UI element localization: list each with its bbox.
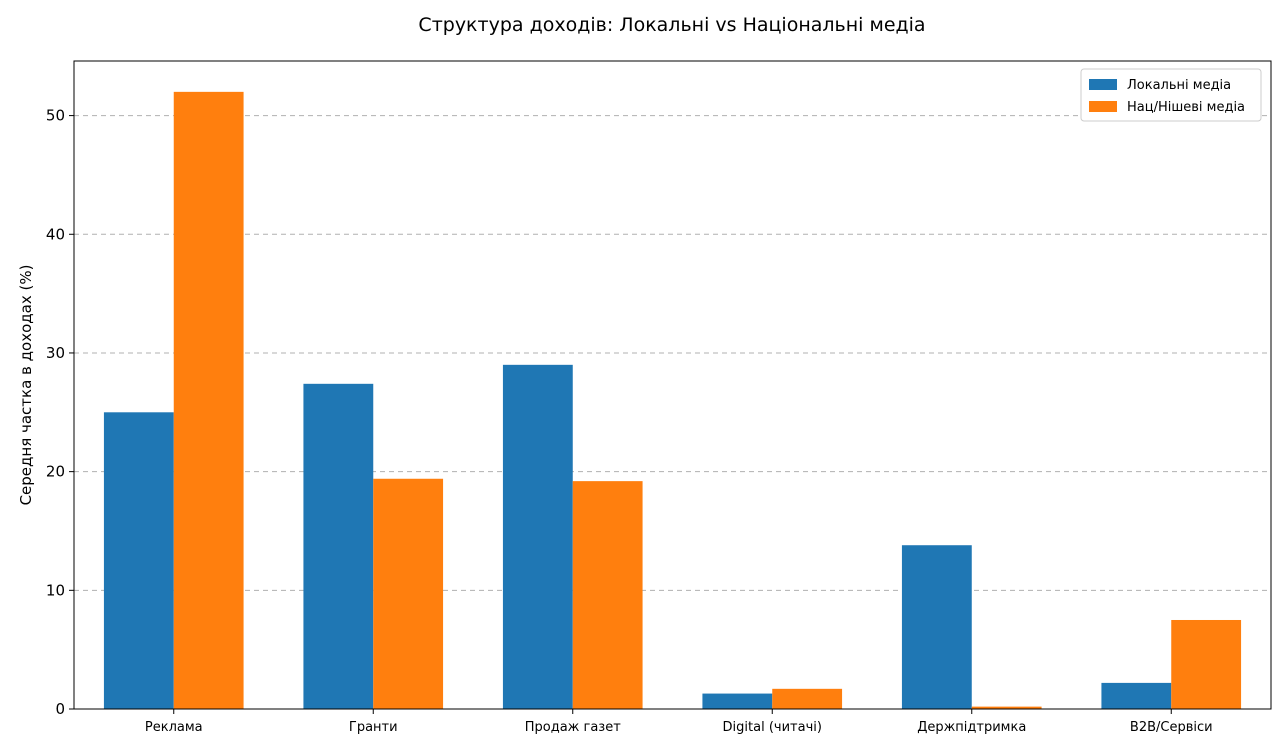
- legend-label-1: Нац/Нішеві медіа: [1127, 100, 1245, 115]
- y-tick-label-1: 10: [46, 581, 65, 599]
- x-tick-label-2: Продаж газет: [525, 720, 621, 735]
- bar-national-1: [373, 478, 444, 709]
- legend-label-0: Локальні медіа: [1127, 78, 1231, 93]
- bar-local-4: [901, 545, 972, 709]
- bar-local-0: [103, 412, 174, 709]
- x-tick-label-1: Гранти: [349, 720, 398, 735]
- legend: Локальні медіа Нац/Нішеві медіа: [1080, 68, 1262, 122]
- y-axis-label: Середня частка в доходах (%): [17, 265, 35, 506]
- y-tick-label-5: 50: [46, 107, 65, 125]
- bar-local-1: [303, 383, 374, 709]
- bar-local-3: [702, 693, 773, 709]
- bar-local-2: [502, 364, 573, 709]
- x-tick-label-5: B2B/Сервіси: [1130, 720, 1213, 735]
- bar-national-5: [1171, 619, 1242, 709]
- bar-national-2: [572, 481, 643, 709]
- plot-frame: [73, 60, 1272, 710]
- bar-national-0: [173, 91, 244, 710]
- bar-national-4: [971, 706, 1042, 709]
- bar-local-5: [1101, 682, 1172, 709]
- y-tick-label-2: 20: [46, 463, 65, 481]
- axis-ticks: 0 10 20 30 40 50 Реклама Гранти Продаж газет Digi…: [46, 107, 1213, 735]
- grid-lines: [74, 115, 1271, 591]
- chart-title: Структура доходів: Локальні vs Національ…: [418, 14, 925, 36]
- y-tick-label-0: 0: [55, 700, 65, 718]
- x-tick-label-0: Реклама: [145, 720, 203, 735]
- y-tick-label-4: 40: [46, 225, 65, 243]
- x-tick-label-4: Держпідтримка: [917, 720, 1026, 735]
- bars: [103, 91, 1242, 710]
- legend-box: [1080, 68, 1262, 122]
- x-tick-label-3: Digital (читачі): [723, 720, 822, 735]
- bar-national-3: [772, 688, 843, 709]
- y-tick-label-3: 30: [46, 344, 65, 362]
- legend-swatch-1: [1089, 101, 1117, 112]
- legend-swatch-0: [1089, 79, 1117, 90]
